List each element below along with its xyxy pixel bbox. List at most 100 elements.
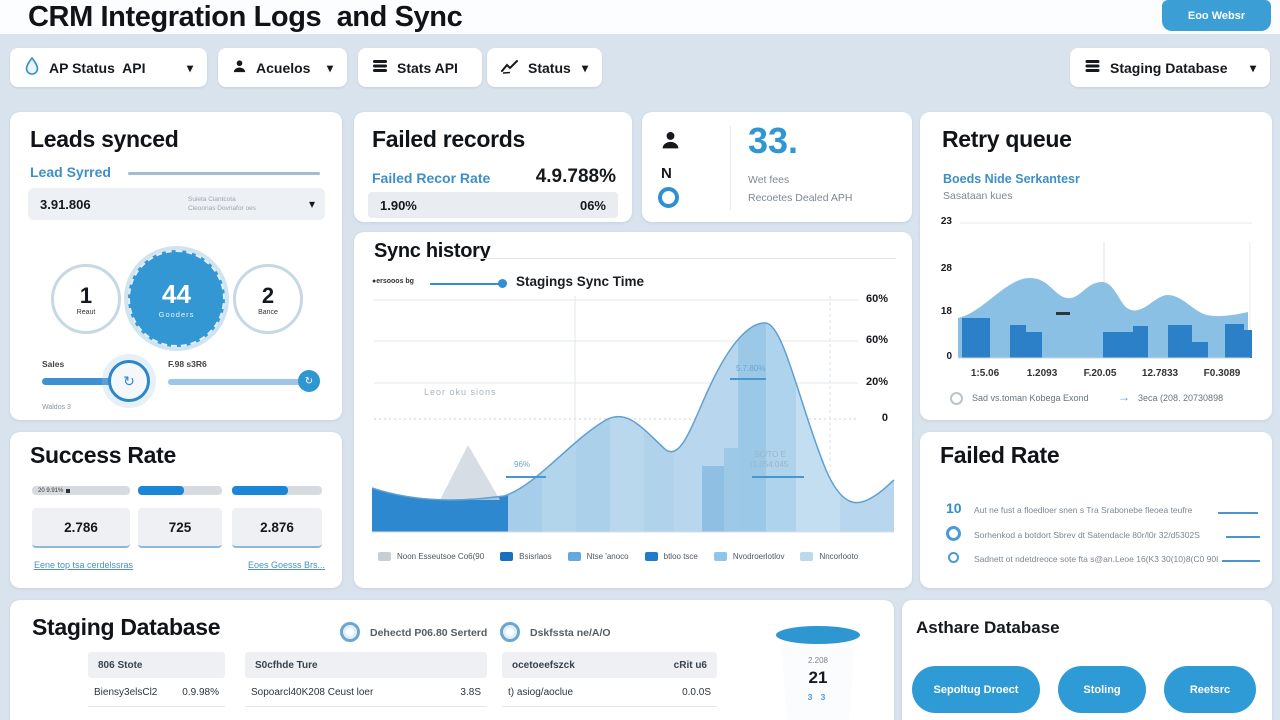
filter-stats-api[interactable]: Stats API [358, 48, 482, 87]
column-header: 806 Stote [88, 652, 225, 678]
database-select-label: Staging Database [1110, 59, 1228, 76]
y-tick: 0 [946, 351, 952, 362]
failed-item-text: Sorhenkod a botdort Sbrev dt Satendacle … [974, 530, 1200, 540]
row-value: 0.0.0S [682, 686, 711, 698]
sync-history-card: Sync history ●ersooos bg Stagings Sync T… [354, 232, 912, 588]
cup-value-big: 21 [808, 668, 828, 687]
leads-select-value: 3.91.806 [40, 197, 91, 212]
legend-dot-icon [498, 279, 507, 288]
legend-item: Nncorlooto [800, 552, 858, 561]
table-column-3: ocetoeefszck cRit u6 t) asiog/aoclue 0.0… [502, 652, 717, 707]
database-select[interactable]: Staging Database ▾ [1070, 48, 1270, 87]
stat-line1: Wet fees [748, 174, 790, 186]
select-hint-1: Suieta Ciantcota [188, 196, 236, 203]
slider-left-label: Sales [42, 359, 65, 369]
failed-item-link[interactable] [1222, 560, 1260, 562]
table-row: Biensy3elsCl2 0.9.98% [88, 678, 225, 707]
mini-progress-fill [232, 486, 288, 495]
filter-label: Status [528, 59, 571, 76]
circle-value: 2 [261, 282, 275, 308]
annotation-rule [730, 378, 766, 380]
trend-icon [501, 59, 519, 77]
leads-select[interactable]: 3.91.806 Suieta Ciantcota Cleoonas Dovna… [28, 188, 325, 220]
legend-item: Nvodroerlotlov [713, 552, 784, 561]
annotation-peak: 5.7.80% [736, 364, 766, 373]
chevron-down-icon: ▾ [581, 60, 588, 75]
table-column-2: S0cfhde Ture Sopoarcl40K208 Ceust loer 3… [245, 652, 487, 707]
card-title: Leads synced [30, 126, 179, 152]
failed-item-link[interactable] [1226, 536, 1260, 538]
value-box: 2.786 [32, 508, 130, 548]
arrow-icon: → [1118, 390, 1130, 404]
circle-value: 1 [79, 282, 93, 308]
success-rate-card: Success Rate 20 9.91% 2.786 725 2.876 Ee… [10, 432, 342, 588]
header-action-button[interactable]: Eoo Websr [1162, 0, 1271, 31]
chevron-down-icon: ▾ [186, 60, 193, 75]
y-tick: 60% [865, 293, 888, 305]
retry-subtext: Sasataan kues [943, 190, 1013, 202]
retry-subtitle: Boeds Nide Serkantesr [943, 172, 1080, 186]
retry-queue-chart [958, 222, 1252, 359]
card-title: Failed Rate [940, 442, 1060, 468]
x-tick: 1:5.06 [970, 368, 1000, 379]
y-tick: 18 [940, 306, 952, 317]
value-box: 2.876 [232, 508, 322, 548]
slider-right-track[interactable] [168, 379, 318, 385]
legend-circle-icon [950, 392, 963, 405]
slider-right-label: F.98 s3R6 [168, 359, 207, 369]
x-tick: 1.2093 [1026, 368, 1058, 379]
filter-acuelos[interactable]: Acuelos ▾ [218, 48, 347, 87]
stat-line2: Recoetes Dealed APH [748, 192, 853, 204]
y-tick: 0 [881, 412, 888, 424]
sync-legend: Noon Esseutsoe Co6(90 Bsisrlaos Ntse 'an… [378, 552, 898, 561]
cup-value-top: 2.208 [807, 656, 829, 665]
slider-left-track[interactable] [42, 378, 130, 385]
table-column-1: 806 Stote Biensy3elsCl2 0.9.98% [88, 652, 225, 707]
slider-right-knob[interactable]: ↻ [298, 370, 320, 392]
legend-main: Stagings Sync Time [516, 274, 645, 289]
status-radio-1[interactable] [340, 622, 360, 642]
mini-progress-1: 20 9.91% [32, 486, 130, 495]
x-tick: F.20.05 [1083, 368, 1117, 379]
card-title: Retry queue [942, 126, 1072, 152]
staging-database-panel: Staging Database Dehectd P06.80 Serterd … [10, 600, 894, 720]
slider-left-knob[interactable]: ↻ [108, 360, 150, 402]
stat-big-value: 33. [748, 120, 799, 161]
legend-item: btloo tsce [644, 552, 698, 561]
filter-status[interactable]: Status ▾ [487, 48, 602, 87]
failed-rate-card: Failed Rate 10 Aut ne fust a floedloer s… [920, 432, 1272, 588]
legend-swatch [713, 552, 727, 561]
azure-button-staling[interactable]: Stoling [1058, 666, 1146, 713]
cup-body [780, 635, 856, 720]
mini-progress-text: 20 9.91% [38, 487, 64, 494]
failed-item-link[interactable] [1218, 512, 1258, 514]
circle-stat-center: 44 Gooders [128, 250, 225, 347]
cup-top [776, 626, 860, 644]
rate-label: Failed Recor Rate [372, 170, 491, 186]
azure-button-restore[interactable]: Reetsrc [1164, 666, 1256, 713]
azure-button-staging-direct[interactable]: Sepoltug Droect [912, 666, 1040, 713]
table-row: t) asiog/aoclue 0.0.0S [502, 678, 717, 707]
annotation-mid: 96% [514, 460, 531, 469]
failed-item-marker: 10 [946, 500, 962, 516]
leads-synced-card: Leads synced Lead Syrred 3.91.806 Suieta… [10, 112, 342, 420]
success-link-left[interactable]: Eene top tsa cerdelssras [34, 560, 134, 570]
droplet-icon [24, 56, 40, 78]
legend-swatch [378, 552, 391, 561]
row-label: Biensy3elsCl2 [94, 686, 158, 698]
success-link-right[interactable]: Eoes Goesss Brs... [248, 560, 326, 570]
retry-legend-b: 3eca (208. 20730898 [1138, 393, 1224, 403]
chevron-down-icon: ▾ [326, 60, 333, 75]
failed-records-card: Failed records Failed Recor Rate 4.9.788… [354, 112, 632, 222]
annotation-ghost: Leor oku sions [424, 387, 497, 397]
rate-bar-left: 1.90% [380, 198, 417, 213]
annotation-right-2: (1.054.045 [750, 460, 789, 469]
legend-line [430, 283, 502, 285]
retry-legend-a: Sad vs.toman Kobega Exond [972, 393, 1089, 403]
annotation-rule [752, 476, 804, 478]
status-radio-2[interactable] [500, 622, 520, 642]
mini-progress-fill [138, 486, 185, 495]
filter-ap-status[interactable]: AP Status API ▾ [10, 48, 207, 87]
user-icon [660, 130, 681, 156]
divider [730, 126, 731, 210]
